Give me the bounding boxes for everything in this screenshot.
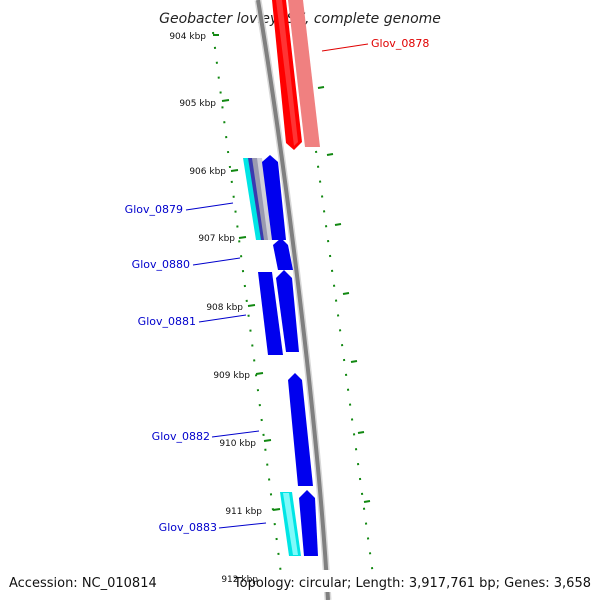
gene-label-glov-0879[interactable]: Glov_0879 [125,203,183,216]
gene-highlight [276,0,298,146]
gene-glov-0878[interactable] [272,0,320,150]
tick-label: 909 kbp [213,371,250,381]
tick-mark [263,439,272,442]
tick-labels: 904 kbp 905 kbp 906 kbp 907 kbp 908 kbp … [169,32,262,585]
tick-label: 911 kbp [225,507,262,517]
cds-block [258,272,283,355]
rna-feature-light [283,493,298,555]
tick-label: 907 kbp [198,234,235,244]
tick-mark [247,304,256,307]
tick-mark [272,508,281,511]
gene-glov-0883[interactable] [280,490,318,556]
gene-glov-0882[interactable] [288,373,313,486]
gene-label-glov-0878[interactable]: Glov_0878 [371,37,429,50]
gene-glov-0879-cluster[interactable] [243,155,286,240]
tick-label: 910 kbp [219,439,256,449]
tick-mark [334,223,342,226]
tick-label: 906 kbp [189,167,226,177]
genome-summary: Topology: circular; Length: 3,917,761 bp… [233,576,591,591]
leader-line [192,257,241,266]
tick-label: 908 kbp [206,303,243,313]
label-leaders [185,43,369,529]
tick-mark [230,169,239,172]
leader-line [185,202,234,211]
tick-label: 905 kbp [179,99,216,109]
leader-line [211,430,260,438]
cds-arrow [262,155,286,240]
cds-arrow [288,373,313,486]
cds-arrow [299,490,318,556]
tick-label: 904 kbp [169,32,206,42]
leader-line [321,43,369,52]
tick-mark [255,372,264,375]
tick-mark [221,99,230,102]
genome-backbone [256,0,330,600]
cds-feature [257,158,273,240]
tick-mark [342,292,350,295]
tick-marks [213,34,371,511]
gene-label-glov-0882[interactable]: Glov_0882 [152,430,210,443]
leader-line [218,522,267,529]
tick-mark [238,236,247,239]
tick-label: 912 kbp [221,575,258,585]
gene-label-glov-0880[interactable]: Glov_0880 [132,258,190,271]
tick-mark [350,360,358,363]
gene-arrow-light [288,0,320,147]
footer-backdrop [258,570,598,592]
tick-mark [357,431,365,434]
gene-label-glov-0883[interactable]: Glov_0883 [159,521,217,534]
leader-line [198,314,247,323]
gene-label-glov-0881[interactable]: Glov_0881 [138,315,196,328]
gene-glov-0880[interactable] [273,238,293,270]
tick-mark [317,86,325,89]
accession-text: Accession: NC_010814 [9,576,157,591]
tick-mark [363,500,371,503]
cds-arrow [276,270,299,352]
tick-mark [326,153,334,156]
gene-labels: Glov_0878 Glov_0879 Glov_0880 Glov_0881 … [125,37,430,534]
rna-feature [243,158,262,240]
gene-glov-0881[interactable] [258,270,299,355]
cds-arrow [273,238,293,270]
